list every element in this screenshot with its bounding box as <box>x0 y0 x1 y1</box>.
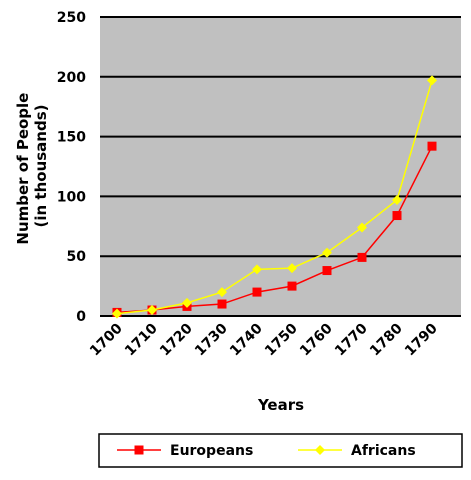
data-point-africans <box>217 287 227 298</box>
data-point-europeans <box>392 211 402 221</box>
y-tick-label: 0 <box>76 309 86 325</box>
data-point-europeans <box>217 299 227 309</box>
series-layer <box>112 75 437 319</box>
x-tick-label: 1710 <box>122 320 161 359</box>
legend-marker-europeans <box>134 445 144 455</box>
x-tick-label: 1730 <box>192 320 231 359</box>
series-africans <box>112 75 437 319</box>
series-line-africans <box>116 80 433 315</box>
data-point-africans <box>427 75 437 86</box>
legend-label-africans: Africans <box>351 443 416 459</box>
y-tick-label: 200 <box>57 70 86 86</box>
y-tick-label: 100 <box>57 189 86 205</box>
x-tick-label: 1760 <box>297 320 336 359</box>
data-point-africans <box>252 264 262 275</box>
data-point-europeans <box>427 141 437 151</box>
data-point-africans <box>287 263 297 274</box>
data-point-europeans <box>357 252 367 262</box>
y-tick-label: 150 <box>57 130 86 146</box>
x-tick-label: 1790 <box>402 320 441 359</box>
plot-area <box>100 17 461 316</box>
x-tick-label: 1770 <box>332 320 371 359</box>
x-axis-title: Years <box>257 396 304 414</box>
data-point-africans <box>392 194 402 205</box>
data-point-africans <box>147 305 157 316</box>
legend-marker-africans <box>315 445 325 455</box>
y-tick-label: 250 <box>57 10 86 26</box>
y-axis-ticks: 0 50 100 150 200 250 <box>57 10 86 325</box>
data-point-europeans <box>252 287 262 297</box>
data-point-europeans <box>287 281 297 291</box>
data-point-africans <box>322 247 332 258</box>
x-tick-label: 1750 <box>262 320 301 359</box>
y-tick-label: 50 <box>67 249 87 265</box>
legend-item-europeans: Europeans <box>117 443 253 459</box>
legend-item-africans: Africans <box>298 443 416 459</box>
data-point-europeans <box>322 266 332 276</box>
x-tick-label: 1720 <box>157 320 196 359</box>
y-axis-title-line2: (in thousands) <box>32 105 50 228</box>
data-point-africans <box>182 297 192 308</box>
y-axis-title-line1: Number of People <box>14 93 32 245</box>
x-tick-label: 1780 <box>367 320 406 359</box>
gridlines <box>100 16 461 258</box>
data-point-africans <box>357 222 367 233</box>
legend-label-europeans: Europeans <box>170 443 253 459</box>
series-line-europeans <box>116 145 433 314</box>
x-tick-label: 1740 <box>227 320 266 359</box>
y-axis-title: Number of People (in thousands) <box>14 87 50 244</box>
data-point-africans <box>112 308 122 319</box>
legend: Europeans Africans <box>117 443 416 459</box>
x-tick-label: 1700 <box>87 320 126 359</box>
